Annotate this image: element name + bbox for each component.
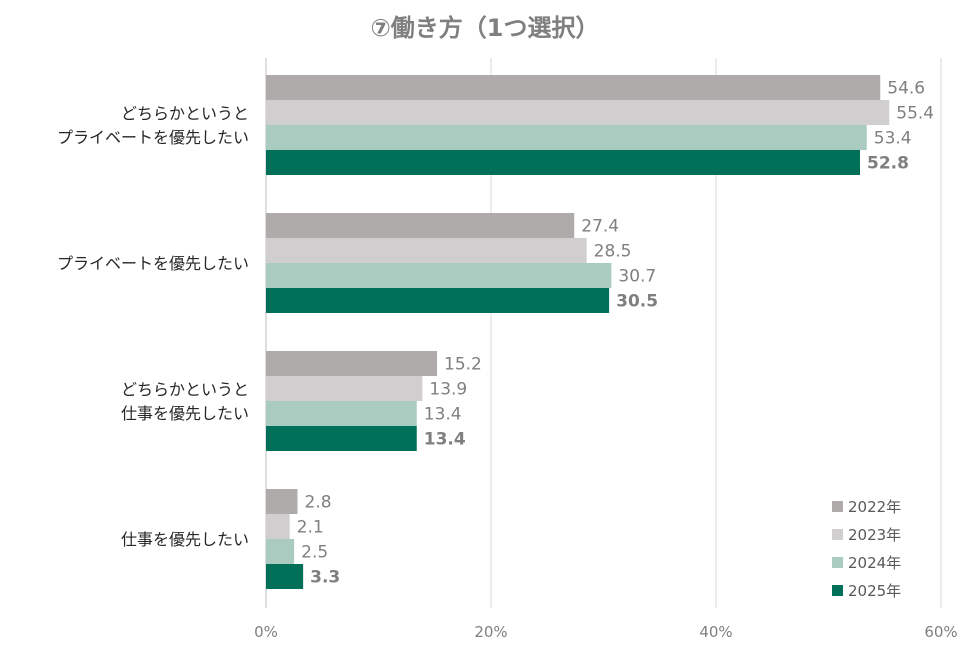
bar — [266, 539, 295, 564]
bars — [266, 75, 890, 589]
x-tick-label: 20% — [474, 623, 507, 641]
x-tick-label: 40% — [699, 623, 732, 641]
category-label: どちらかというと仕事を優先したい — [121, 380, 249, 423]
bar — [266, 125, 867, 150]
bar — [266, 213, 575, 238]
data-label: 27.4 — [581, 217, 619, 237]
data-label: 15.2 — [444, 355, 482, 375]
legend-swatch — [832, 529, 843, 540]
data-label: 30.7 — [618, 267, 656, 287]
bar — [266, 426, 417, 451]
category-labels: どちらかというとプライベートを優先したいプライベートを優先したいどちらかというと… — [57, 104, 249, 549]
x-axis-tick-labels: 0% 20% 40% 60% — [254, 623, 958, 641]
data-label: 2.8 — [305, 493, 332, 513]
legend: 2022年 2023年 2024年 2025年 — [832, 498, 901, 600]
data-label: 3.3 — [310, 568, 340, 588]
bar — [266, 376, 423, 401]
bar — [266, 75, 881, 100]
data-label: 2.1 — [297, 518, 324, 538]
bar — [266, 263, 612, 288]
legend-label: 2025年 — [848, 582, 901, 600]
chart-title: ⑦働き方（1つ選択） — [370, 14, 599, 42]
bar — [266, 564, 304, 589]
data-label: 30.5 — [616, 292, 658, 312]
bar — [266, 288, 610, 313]
category-label: 仕事を優先したい — [121, 530, 249, 549]
legend-swatch — [832, 585, 843, 596]
legend-swatch — [832, 501, 843, 512]
legend-label: 2024年 — [848, 554, 901, 572]
bar — [266, 351, 437, 376]
data-label: 13.4 — [424, 405, 462, 425]
bar — [266, 514, 290, 539]
data-label: 13.9 — [429, 380, 467, 400]
bar — [266, 100, 890, 125]
data-label: 13.4 — [424, 430, 466, 450]
legend-label: 2022年 — [848, 498, 901, 516]
data-label: 52.8 — [867, 154, 909, 174]
x-tick-label: 0% — [254, 623, 278, 641]
bar — [266, 401, 417, 426]
data-label: 53.4 — [874, 129, 912, 149]
value-labels: 54.6 55.4 53.4 52.8 27.4 28.5 30.7 30.5 15.2 13.9… — [297, 79, 934, 588]
data-label: 2.5 — [301, 543, 328, 563]
bar — [266, 238, 587, 263]
data-label: 54.6 — [887, 79, 925, 99]
x-tick-label: 60% — [924, 623, 957, 641]
category-label: プライベートを優先したい — [57, 254, 249, 273]
legend-swatch — [832, 557, 843, 568]
data-label: 28.5 — [594, 242, 632, 262]
bar — [266, 150, 860, 175]
category-label: どちらかというとプライベートを優先したい — [57, 104, 249, 147]
data-label: 55.4 — [896, 104, 934, 124]
legend-label: 2023年 — [848, 526, 901, 544]
bar — [266, 489, 298, 514]
